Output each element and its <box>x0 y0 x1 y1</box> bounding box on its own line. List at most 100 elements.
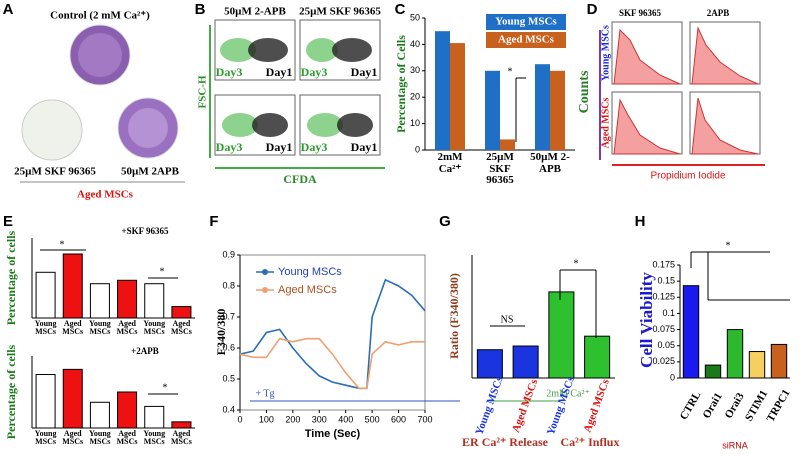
bar <box>748 351 766 379</box>
panel-letter: A <box>3 1 14 18</box>
x-tick-label: Aged MSCs <box>170 320 192 337</box>
y-tick-label: 40 <box>410 39 420 49</box>
annotation: * <box>574 258 579 269</box>
annotation: * <box>60 239 65 250</box>
x-tick-label: 100 <box>259 414 274 424</box>
x-tick-label: Young MSCs <box>143 430 166 447</box>
bar <box>35 271 56 319</box>
x-tick-label: Young MSCs <box>473 374 506 437</box>
bar <box>726 329 744 379</box>
x-axis-label: siRNA <box>722 440 748 450</box>
label: Day1 <box>266 140 293 154</box>
label: Day3 <box>216 65 243 79</box>
label: CFDA <box>283 172 317 186</box>
y-tick-label: 0.9 <box>222 249 235 259</box>
label: Aged MSCs <box>600 97 611 148</box>
y-tick-label: 0.05 <box>657 340 675 350</box>
y-axis-label: F340/380 <box>214 309 228 356</box>
label: Aged MSCs <box>77 189 134 201</box>
y-tick-label: 0.125 <box>652 292 675 302</box>
label: 25µM SKF 96365 <box>14 166 96 178</box>
y-tick-label: 0.15 <box>657 276 675 286</box>
x-tick-box: Young MSCs <box>34 430 57 447</box>
x-tick-label: 400 <box>338 414 353 424</box>
x-tick-box: Young MSCs <box>89 320 111 337</box>
bar <box>704 364 722 379</box>
label: 50µM 2APB <box>121 166 180 178</box>
panel-letter: G <box>439 213 451 230</box>
y-tick-label: 0.7 <box>222 311 235 321</box>
x-tick-box: Aged MSCs <box>116 430 138 447</box>
x-tick-label: Orai1 <box>701 391 725 421</box>
legend-swatch <box>486 14 566 30</box>
bar <box>535 64 550 150</box>
chart-title: +2APB <box>131 346 159 356</box>
x-tick-label: Aged MSCs <box>62 430 84 447</box>
y-tick-label: 0.1 <box>662 308 675 318</box>
legend-label: Aged MSCs <box>278 284 337 296</box>
x-tick-label: 700 <box>417 414 432 424</box>
dish-texture <box>128 108 168 148</box>
label: 25µM SKF 96365 <box>299 6 381 18</box>
histograms <box>613 26 759 155</box>
x-tick-box: Aged MSCs <box>62 430 84 447</box>
panel-letter: H <box>635 213 646 230</box>
x-tick-label: Aged MSCs <box>116 430 138 447</box>
label: Day1 <box>351 140 378 154</box>
bar <box>35 374 56 429</box>
line <box>239 337 425 390</box>
x-tick-box: 50µM 2-APB <box>530 152 570 175</box>
bar <box>682 285 700 379</box>
bar <box>117 279 138 319</box>
x-axis-label: Time (Sec) <box>305 428 361 440</box>
dish-texture <box>78 33 122 77</box>
annotation: * <box>163 382 168 393</box>
y-tick-label: 0 <box>415 144 420 154</box>
x-tick-box: Young MSCs <box>89 430 111 446</box>
label: SKF 96365 <box>619 8 661 18</box>
bar <box>144 405 165 429</box>
x-tick-label: Aged MSCs <box>62 320 84 337</box>
y-axis-label: Percentage of cells <box>4 344 18 439</box>
y-tick-label: 0.8 <box>222 280 235 290</box>
annotation: NS <box>501 314 514 325</box>
bar <box>550 70 565 150</box>
label: Day1 <box>266 65 293 79</box>
legend-marker <box>262 269 268 275</box>
x-tick-label: Young MSCs <box>89 320 111 337</box>
x-tick-label: Young MSCs <box>545 374 578 437</box>
x-tick-label: Young MSCs <box>34 320 57 337</box>
label: FSC-H <box>197 75 209 108</box>
x-tick-label: 25µM SKF 96365 <box>486 152 514 186</box>
flow-dots <box>220 38 373 137</box>
bar <box>770 343 788 379</box>
bar <box>171 306 192 319</box>
legend-marker <box>262 287 268 293</box>
y-tick-label: 0.5 <box>222 373 235 383</box>
bar <box>117 391 138 429</box>
bar <box>171 421 192 429</box>
x-tick-label: 50µM 2-APB <box>530 152 570 175</box>
x-tick-label: CTRL <box>678 390 704 422</box>
bar <box>584 335 611 379</box>
x-tick-label: 200 <box>285 414 300 424</box>
x-tick-label: Aged MSCs <box>116 320 138 337</box>
label: Day1 <box>351 65 378 79</box>
group-label: ER Ca²⁺ Release <box>462 435 549 449</box>
x-tick-box: Aged MSCs <box>116 320 138 337</box>
x-tick-box: Aged MSCs <box>170 430 192 447</box>
y-axis-label: Ratio (F340/380) <box>447 273 461 359</box>
x-tick-label: Young MSCs <box>34 430 57 447</box>
x-tick-label: Aged MSCs <box>170 430 192 447</box>
y-tick-label: 50 <box>410 12 420 22</box>
y-tick-label: 0.4 <box>222 404 235 414</box>
annotation: + Tg <box>255 388 274 399</box>
line <box>239 278 426 390</box>
label: 2APB <box>707 8 730 18</box>
bar <box>62 253 83 319</box>
annotation: * <box>160 266 165 277</box>
bar <box>450 43 465 150</box>
x-tick-label: Young MSCs <box>143 320 166 337</box>
